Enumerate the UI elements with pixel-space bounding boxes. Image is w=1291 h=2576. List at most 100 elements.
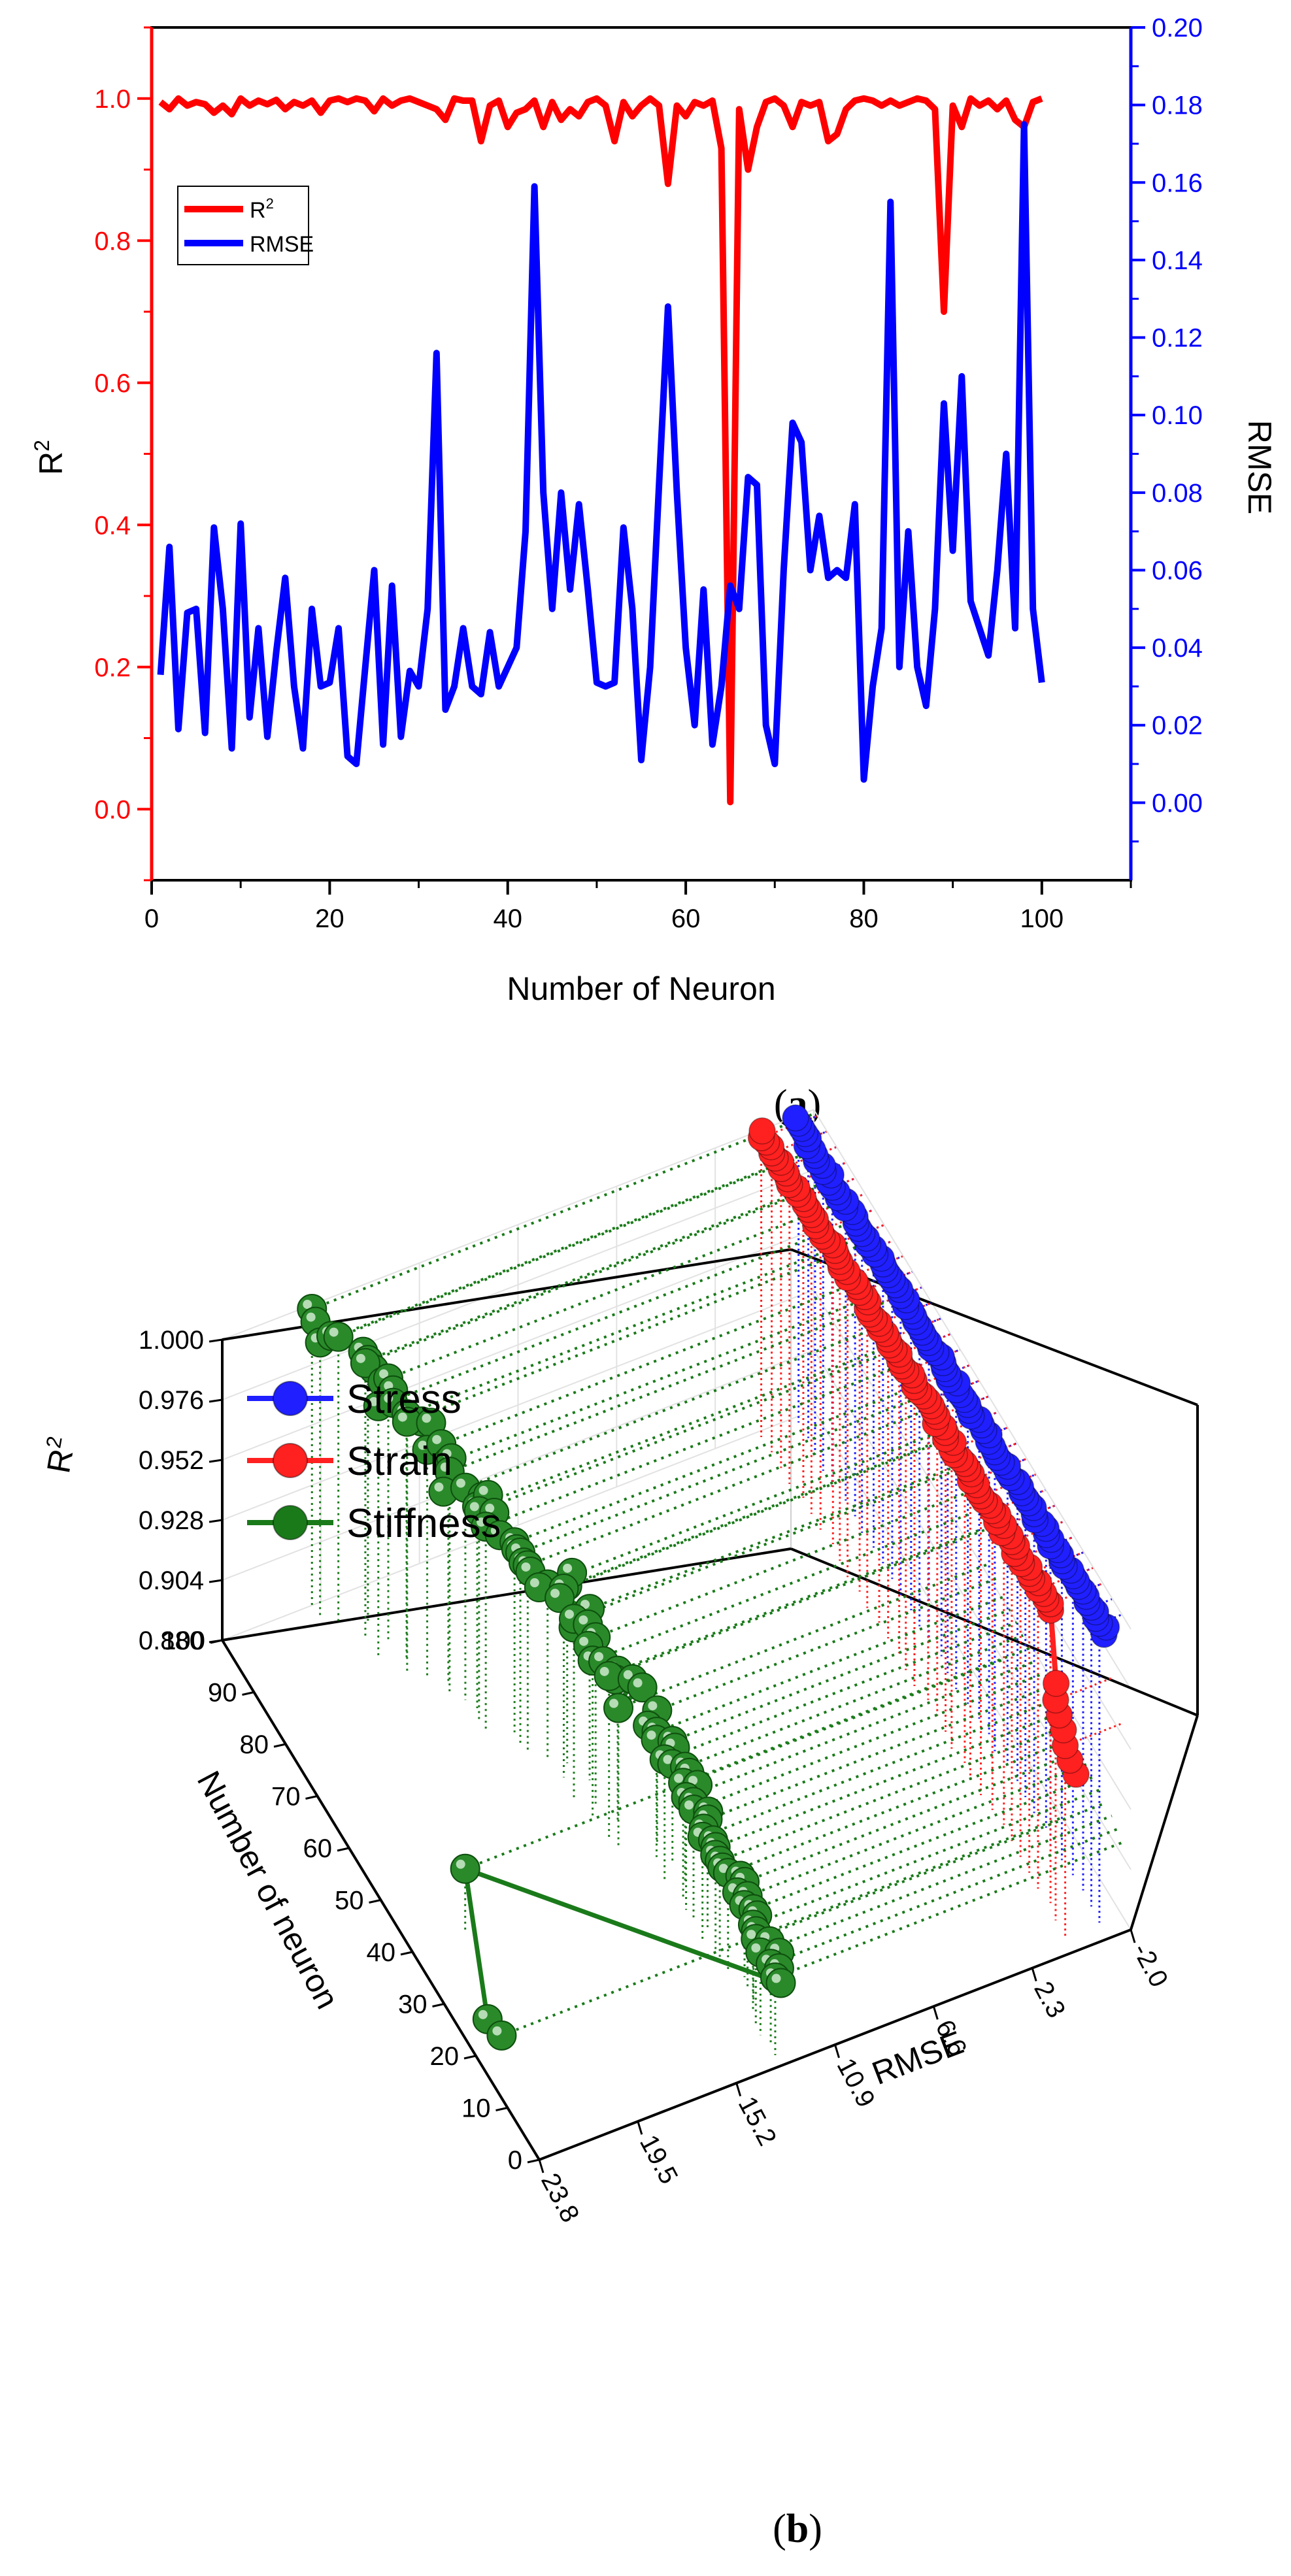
right-tick-label: 0.00 xyxy=(1152,789,1203,817)
stiffness-point-highlight xyxy=(456,1478,465,1488)
y-tick-label: 70 xyxy=(271,1783,301,1811)
stiffness-point-highlight xyxy=(329,1327,339,1337)
y-tick-label: 50 xyxy=(335,1887,364,1915)
projection-line xyxy=(527,1408,929,1567)
stress-point xyxy=(782,1104,809,1132)
x-ticks: 23.819.515.210.96.62.3-2.0 xyxy=(535,1929,1173,2227)
left-tick-label: 0.0 xyxy=(94,795,131,824)
z-tick-label: 0.952 xyxy=(139,1446,204,1475)
projection-line xyxy=(595,1492,967,1639)
legend-label: Stiffness xyxy=(346,1501,501,1546)
stiffness-point-highlight xyxy=(303,1300,312,1310)
projection-line xyxy=(589,1466,954,1610)
y-tick-label: 60 xyxy=(303,1834,333,1863)
y-tick-mark xyxy=(400,1951,413,1956)
z-tick-mark xyxy=(209,1338,223,1343)
projection-line xyxy=(1082,1582,1103,1593)
stiffness-point-highlight xyxy=(646,1730,656,1740)
stiffness-point-highlight xyxy=(579,1636,589,1646)
legend-swatch-marker xyxy=(273,1505,308,1540)
projection-line xyxy=(388,1199,847,1380)
left-tick-label: 0.6 xyxy=(94,369,131,398)
stiffness-point-highlight xyxy=(623,1670,633,1679)
x-axis-label: Number of Neuron xyxy=(507,970,775,1007)
x-tick-mark xyxy=(735,2083,742,2097)
stiffness-point-highlight xyxy=(684,1800,694,1810)
x-tick-label: 19.5 xyxy=(634,2130,683,2188)
stiffness-point-highlight xyxy=(378,1369,388,1379)
stiffness-point-highlight xyxy=(397,1412,407,1422)
stiffness-point-highlight xyxy=(440,1462,450,1472)
panel-b-chart: 0.880 0.904 0.928 0.952 0.976 1.000 0 10203040… xyxy=(40,1104,1199,2551)
x-axis-label: RMSE xyxy=(867,2024,968,2092)
projection-line xyxy=(337,1146,828,1338)
legend-r2-label: R2 xyxy=(250,195,274,223)
right-tick-label: 0.08 xyxy=(1152,479,1203,508)
strain-point xyxy=(748,1117,776,1145)
stiffness-point xyxy=(765,1968,796,1998)
y-tick-label: 0 xyxy=(508,2146,522,2175)
rmse-series-line xyxy=(157,121,1045,783)
x-tick-label: 0 xyxy=(144,904,159,933)
x-tick-label: 15.2 xyxy=(733,2092,782,2150)
x-tick-mark xyxy=(932,2006,939,2020)
x-tick-label: 23.8 xyxy=(535,2169,584,2227)
left-y-ticks: 0.0 0.2 0.4 0.6 0.8 1.0 xyxy=(94,26,152,882)
stiffness-point-highlight xyxy=(594,1652,604,1662)
stiffness-point-highlight xyxy=(648,1701,658,1711)
legend-label: Strain xyxy=(346,1439,452,1484)
projection-line xyxy=(485,1361,910,1528)
strain-point xyxy=(1042,1670,1070,1697)
x-tick-label: -2.0 xyxy=(1127,1939,1173,1992)
right-tick-label: 0.14 xyxy=(1152,246,1203,275)
x-ticks: 0 20 40 60 80 100 xyxy=(144,880,1132,933)
stiffness-point-highlight xyxy=(674,1774,684,1783)
stiffness-point-highlight xyxy=(529,1578,539,1588)
z-tick-mark xyxy=(209,1398,223,1403)
projection-line xyxy=(744,1750,1081,1883)
x-tick-label: 2.3 xyxy=(1028,1977,1071,2023)
stiffness-point-highlight xyxy=(578,1615,588,1625)
y-tick-mark xyxy=(242,1691,254,1696)
left-tick-label: 0.2 xyxy=(94,653,131,682)
projection-line xyxy=(746,1763,1087,1898)
y-tick-mark xyxy=(432,2003,444,2007)
stiffness-point-highlight xyxy=(563,1563,573,1573)
y-tick-label: 10 xyxy=(461,2094,491,2123)
legend-box xyxy=(177,186,309,265)
projection-line xyxy=(719,1724,1068,1862)
z-ticks: 0.880 0.904 0.928 0.952 0.976 1.000 xyxy=(139,1326,223,1655)
stiffness-point-highlight xyxy=(469,1502,479,1511)
panel-a-chart: 0 20 40 60 80 100 0.0 0.2 0.4 0.6 0.8 1.0 0.00 0.02… xyxy=(30,14,1278,1127)
y-tick-mark xyxy=(527,2158,540,2164)
projection-line xyxy=(592,1511,973,1662)
x-tick-label: 100 xyxy=(1020,904,1064,933)
x-tick-label: 20 xyxy=(315,904,344,933)
projection-line xyxy=(988,1427,1008,1436)
y-tick-mark xyxy=(273,1743,286,1748)
stiffness-point-highlight xyxy=(478,1485,488,1495)
stiffness-point-highlight xyxy=(746,1930,756,1940)
projection-line xyxy=(464,1658,1005,1870)
projection-line xyxy=(514,1385,916,1544)
x-tick-label: 40 xyxy=(493,904,522,933)
series-lines xyxy=(157,95,1045,806)
z-tick-label: 0.904 xyxy=(139,1566,204,1595)
stiffness-point-highlight xyxy=(485,1504,495,1513)
y-tick-mark xyxy=(369,1899,381,1904)
stiffness-point-highlight xyxy=(663,1755,673,1764)
stiffness-point-highlight xyxy=(442,1449,452,1459)
stiffness-point-highlight xyxy=(306,1312,316,1322)
stiffness-point-highlight xyxy=(490,1526,500,1536)
stiffness-point-highlight xyxy=(356,1353,365,1363)
stiffness-point xyxy=(450,1853,480,1884)
projection-line xyxy=(311,1112,814,1310)
z-tick-label: 0.976 xyxy=(139,1386,204,1415)
right-tick-label: 0.16 xyxy=(1152,169,1203,197)
projection-line xyxy=(701,1698,1056,1838)
stiffness-point-highlight xyxy=(688,1775,698,1785)
stiffness-point-highlight xyxy=(477,1517,486,1527)
y-tick-label: 40 xyxy=(367,1938,396,1967)
y-tick-mark xyxy=(495,2107,508,2111)
